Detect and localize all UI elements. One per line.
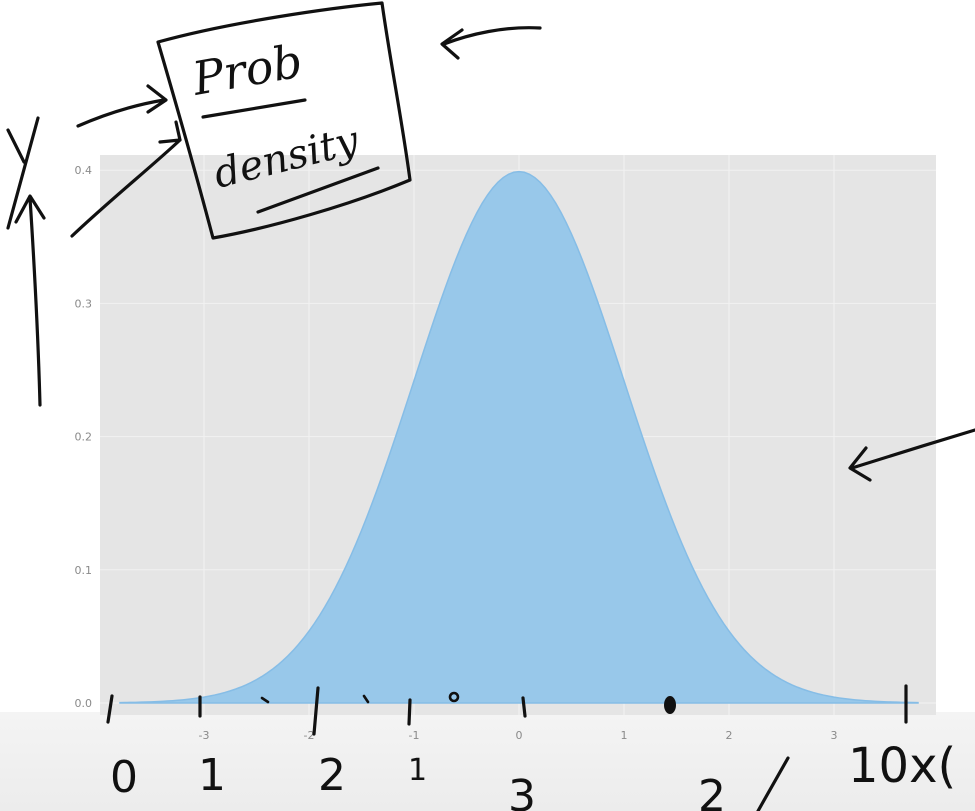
axis-mark-9 [664,696,676,714]
bottom-number-4: 3 [508,771,536,811]
y-axis-ticks: 0.0 0.1 0.2 0.3 0.4 [75,164,93,710]
y-tick-label-1: 0.1 [75,564,93,577]
axis-mark-7 [448,691,460,703]
x-tick-label-2: -1 [409,729,420,742]
arrow-top-right [440,26,542,60]
x-tick-label-1: -2 [304,729,315,742]
bottom-number-5: 2 [698,771,726,811]
density-area [119,170,919,704]
bottom-handwriting: 0 1 2 1 3 2 10x( [110,738,956,811]
bottom-band [0,712,975,811]
x-axis-ticks: -3 -2 -1 0 1 2 3 [199,729,838,742]
bottom-number-0: 0 [110,752,138,803]
x-tick-label-6: 3 [831,729,838,742]
axis-mark-6 [407,698,412,726]
y-tick-label-3: 0.3 [75,297,93,310]
bottom-number-1: 1 [198,750,226,801]
axis-ink-marks [106,684,908,736]
y-tick-label-4: 0.4 [75,164,93,177]
x-tick-label-4: 1 [621,729,628,742]
x-tick-label-5: 2 [726,729,733,742]
bottom-number-2: 2 [318,750,346,801]
y-axis-arrow [14,194,46,407]
note-box [156,1,412,240]
y-tick-label-2: 0.2 [75,431,93,444]
x-tick-label-3: 0 [516,729,523,742]
right-handwriting: 10x( [848,738,956,794]
arrow-right-side [848,428,975,482]
arrow-to-box-bottom [70,120,182,238]
underline-density [256,166,380,214]
underline-prob [201,98,307,119]
axis-mark-3 [260,696,270,704]
y-letter-stroke [6,116,40,230]
note-text-prob: Prob [188,34,307,106]
arrow-to-box-top [76,84,168,128]
bottom-number-3: 1 [408,753,427,788]
axis-mark-5 [362,694,370,704]
bottom-check-mark [756,756,790,811]
axis-mark-4 [312,686,320,736]
axis-mark-1 [106,694,114,724]
axis-mark-8 [521,696,527,718]
x-tick-label-0: -3 [199,729,210,742]
handwritten-arrows [6,26,975,482]
y-tick-label-0: 0.0 [75,697,93,710]
